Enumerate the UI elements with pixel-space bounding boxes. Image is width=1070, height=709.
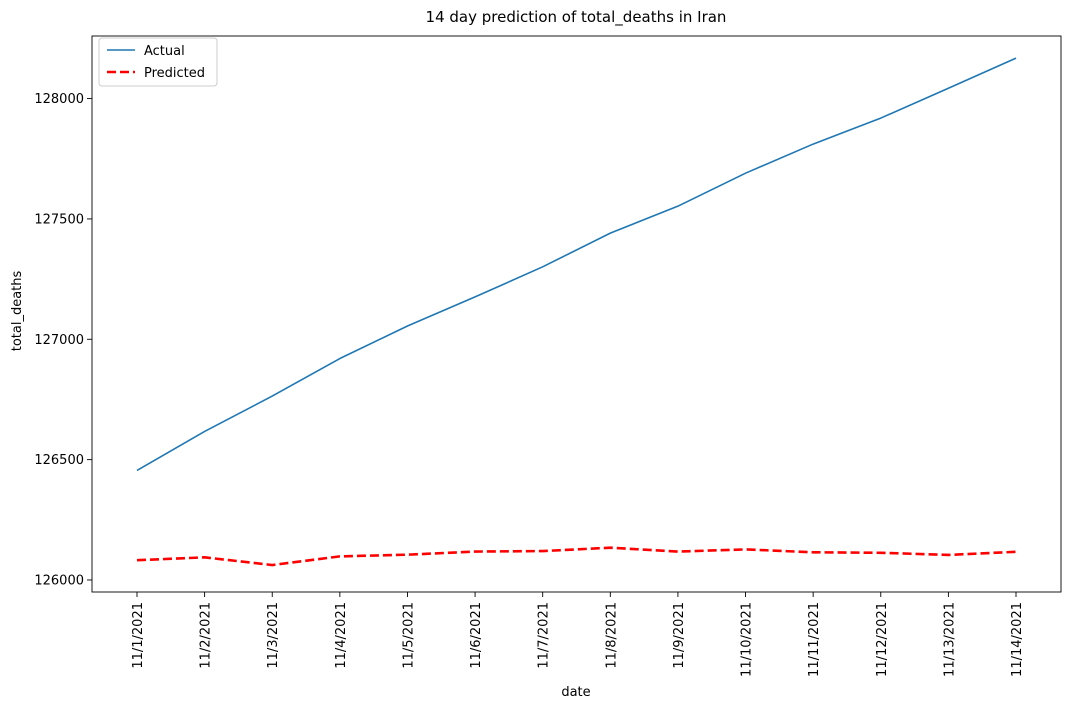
x-tick-label: 11/6/2021 <box>469 602 484 669</box>
y-tick-label: 127000 <box>34 333 84 348</box>
x-tick-label: 11/13/2021 <box>942 602 957 677</box>
series-line-predicted <box>136 546 1017 567</box>
series-line-actual <box>136 57 1017 472</box>
legend-label-actual: Actual <box>144 44 185 59</box>
plot-area: 11/1/2021 11/2/2021 11/3/2021 11/4/2021 11/5… <box>34 35 1062 677</box>
x-tick-label: 11/8/2021 <box>604 602 619 669</box>
x-tick-label: 11/1/2021 <box>131 602 146 669</box>
x-tick-label: 11/4/2021 <box>334 602 349 669</box>
legend: Actual Predicted <box>98 37 218 87</box>
x-tick-label: 11/9/2021 <box>672 602 687 669</box>
x-tick-label: 11/5/2021 <box>401 602 416 669</box>
y-tick-label: 126500 <box>34 453 84 468</box>
x-tick-label: 11/10/2021 <box>740 602 755 677</box>
y-tick-label: 127500 <box>34 212 84 227</box>
x-tick-label: 11/2/2021 <box>199 602 214 669</box>
x-tick-label: 11/11/2021 <box>807 602 822 677</box>
legend-label-predicted: Predicted <box>144 66 205 81</box>
chart-title: 14 day prediction of total_deaths in Ira… <box>426 8 727 27</box>
plot-frame <box>91 35 1062 593</box>
x-tick-label: 11/7/2021 <box>537 602 552 669</box>
y-axis-label: total_deaths <box>10 271 25 352</box>
y-tick-label: 128000 <box>34 92 84 107</box>
x-tick-label: 11/12/2021 <box>875 602 890 677</box>
y-tick-label: 126000 <box>34 573 84 588</box>
x-tick-label: 11/3/2021 <box>266 602 281 669</box>
x-tick-label: 11/14/2021 <box>1010 602 1025 677</box>
x-axis-label: date <box>561 685 590 700</box>
